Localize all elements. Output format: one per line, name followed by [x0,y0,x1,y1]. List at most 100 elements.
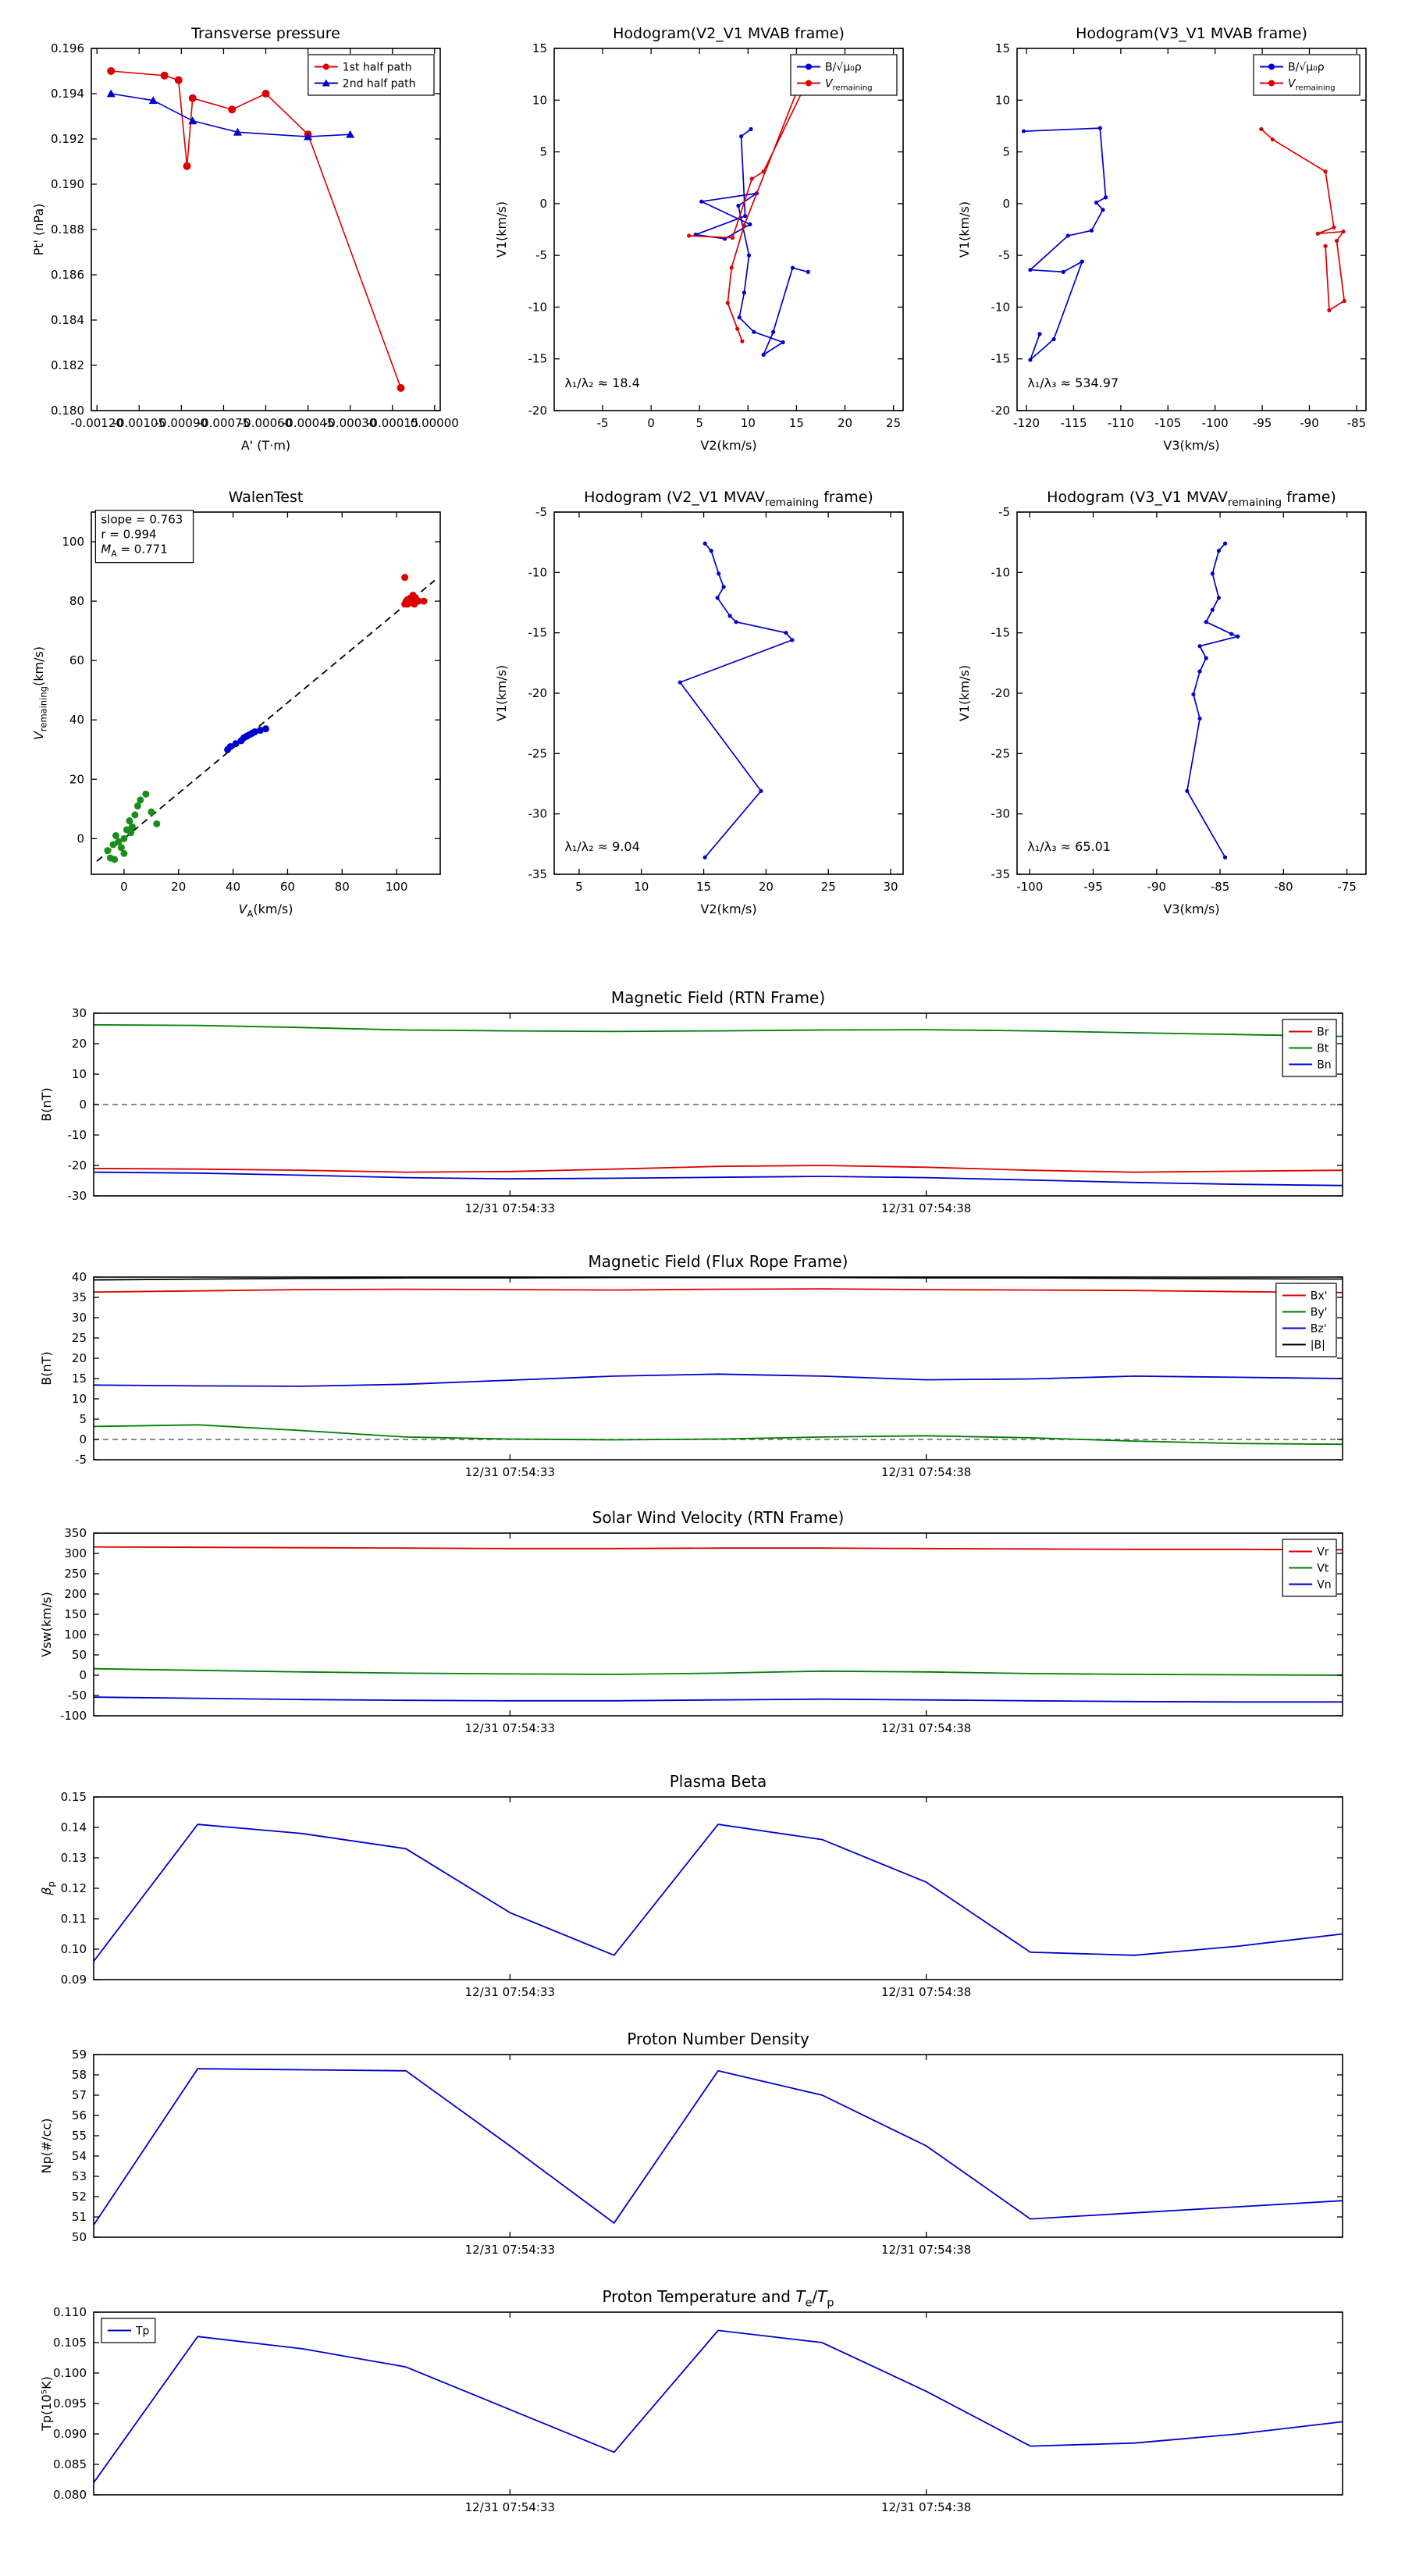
y-tick-label: 0.194 [51,87,84,101]
legend-label: Bn [1317,1059,1331,1072]
chart-title: Hodogram(V3_V1 MVAB frame) [1076,25,1307,42]
y-tick-label: 20 [72,1351,87,1365]
y-axis-label: Pt' (nPa) [31,204,46,256]
x-tick-label: 100 [386,880,408,894]
x-tick-label: -5 [597,416,609,430]
plot-area [94,1277,1343,1460]
x-tick-label: 40 [226,880,240,894]
x-tick-label: -90 [1147,880,1167,894]
plot-area [91,48,440,411]
y-tick-label: 35 [72,1290,87,1304]
x-tick-label: -100 [1016,880,1043,894]
plot-frame [93,1276,1343,1461]
series-group [1021,126,1346,362]
y-tick-label: -10 [991,300,1011,314]
y-tick-label: 5 [1002,145,1010,159]
y-tick-label: -15 [528,626,548,640]
y-tick-label: -10 [528,300,548,314]
annotation: λ₁/λ₂ ≈ 9.04 [564,839,639,854]
chart-title: Hodogram (V2_V1 MVAVremaining frame) [584,489,873,509]
annotation-box [94,510,194,564]
legend-label: 1st half path [343,62,412,74]
x-tick-label: -75 [1337,880,1357,894]
x-tick-label: -110 [1108,416,1134,430]
chart-title: Proton Number Density [627,2030,809,2048]
series-group [94,1023,1343,1187]
plot-area [91,512,440,874]
y-tick-label: 200 [64,1587,87,1601]
chart-svg-b_flux_rope: 12/31 07:54:33 12/31 07:54:38 -5 0 5 10 15 20 25… [39,1252,1343,1479]
y-tick-label: 59 [72,2048,87,2062]
y-tick-label: 60 [69,653,84,667]
series-Vt [94,1667,1343,1676]
y-tick-label: -15 [991,352,1011,366]
chart-hodogram-v2v1-mvav: 5 10 15 20 25 30 -35 -30 -25 -20 -15 -10 -5 Hodogram … [475,473,923,932]
legend-label: Bz' [1311,1323,1327,1336]
x-tick-label: 80 [335,880,350,894]
x-tick-label: -0.00045 [282,416,334,430]
plot-area [94,1533,1343,1716]
x-tick-label: -105 [1154,416,1181,430]
x-axis-label: VA(km/s) [239,902,293,919]
chart-proton-temperature: 12/31 07:54:33 12/31 07:54:38 0.080 0.085 0.… [16,2276,1389,2528]
chart-title: Plasma Beta [670,1772,767,1791]
y-tick-label: 0.188 [51,222,84,237]
x-tick-label: 12/31 07:54:33 [465,1721,555,1735]
y-tick-label: 30 [72,1006,87,1020]
chart-svg-hodogram_v2v1_mvav: 5 10 15 20 25 30 -35 -30 -25 -20 -15 -10 -5 Hodogram … [494,489,904,916]
y-tick-label: 20 [72,1037,87,1051]
y-tick-label: 53 [72,2169,87,2183]
chart-title: Magnetic Field (Flux Rope Frame) [589,1252,848,1271]
y-tick-label: 40 [69,713,84,727]
y-tick-label: 0.13 [61,1851,87,1865]
chart-magnetic-field-rtn: 12/31 07:54:33 12/31 07:54:38 -30 -20 -10 0 10… [16,977,1389,1229]
y-tick-label: 100 [64,1628,87,1642]
y-tick-label: 0.080 [53,2488,87,2502]
y-tick-label: 0 [79,1432,87,1446]
series-Np [94,2068,1343,2226]
y-tick-label: -15 [528,352,548,366]
y-tick-label: -30 [68,1189,87,1203]
chart-plasma-beta: 12/31 07:54:33 12/31 07:54:38 0.09 0.10 0.11… [16,1761,1389,2012]
x-tick-label: 12/31 07:54:33 [465,1465,555,1479]
plot-area [94,2312,1343,2495]
series-Bt [94,1023,1343,1037]
x-tick-label: 12/31 07:54:38 [881,2243,971,2257]
chart-hodogram-v3v1-mvav: -100 -95 -90 -85 -80 -75 -35 -30 -25 -20 -15 -10 -5 H… [937,473,1386,932]
y-axis-label: B(nT) [39,1087,54,1121]
y-tick-label: 0.100 [53,2366,87,2380]
y-tick-label: 0 [76,831,84,845]
x-tick-label: 12/31 07:54:38 [881,1985,971,1999]
y-tick-label: 56 [72,2108,87,2122]
x-tick-label: 10 [741,416,756,430]
plot-frame [93,2054,1343,2238]
x-tick-label: -0.00090 [155,416,208,430]
x-tick-label: 12/31 07:54:38 [881,1721,971,1735]
y-axis-label: B(nT) [39,1351,54,1385]
x-tick-label: -0.00120 [70,416,123,430]
x-tick-label: 60 [280,880,295,894]
chart-hodogram-v2v1-mvab: -5 0 5 10 15 20 25 -20 -15 -10 -5 0 5 10 15 Hodogram(V2… [475,9,923,468]
series-2nd half path [111,93,350,137]
y-tick-label: 15 [532,41,547,55]
series-B/sqrt(mu0 rho) [695,128,809,357]
series-group [106,67,405,392]
plot-area [1017,512,1366,874]
series-By' [94,1424,1343,1446]
series-Br [94,1165,1343,1173]
y-tick-label: -5 [75,1453,87,1467]
chart-svg-walen_test: 0 20 40 60 80 100 0 20 40 60 80 100 WalenTest VA(km/s… [31,489,441,919]
y-tick-label: 57 [72,2088,87,2102]
y-tick-label: -25 [991,746,1011,760]
x-tick-label: -0.00075 [197,416,250,430]
x-tick-label: -95 [1083,880,1103,894]
y-tick-label: -20 [528,686,548,700]
x-tick-label: 15 [696,880,711,894]
series-Tp [94,2329,1343,2483]
y-tick-label: 0.190 [51,177,84,191]
y-tick-label: 25 [72,1331,87,1345]
legend-label: Tp [135,2325,150,2338]
y-tick-label: 0.095 [53,2396,87,2411]
y-tick-label: -35 [528,867,548,881]
y-tick-label: -5 [998,505,1010,519]
